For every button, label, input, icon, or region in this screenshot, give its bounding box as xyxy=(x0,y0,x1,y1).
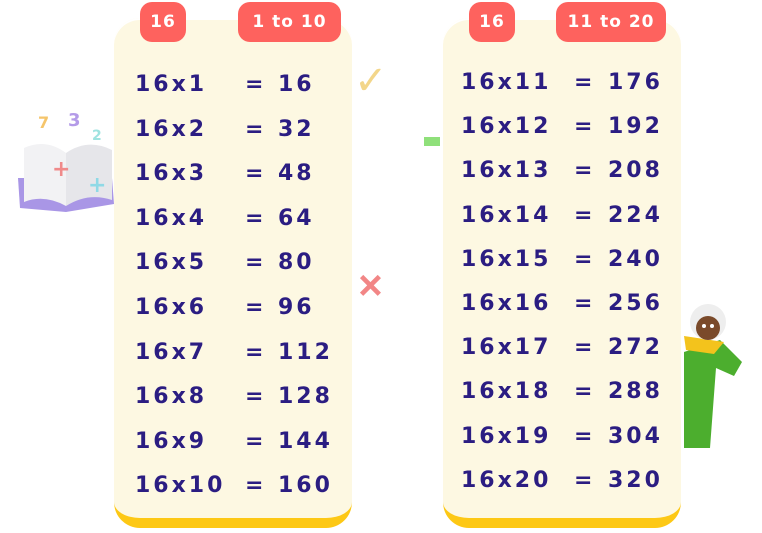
number-badge: 16 xyxy=(469,2,515,42)
svg-text:3: 3 xyxy=(68,110,81,131)
multiplication-expression: 16x16 xyxy=(461,291,552,316)
multiplication-expression: 16x12 xyxy=(461,114,552,140)
product-value: 160 xyxy=(278,473,333,499)
equals-sign: = xyxy=(574,70,596,95)
multiplication-expression: 16x19 xyxy=(461,423,552,449)
product-value: 128 xyxy=(278,384,333,410)
multiplication-expression: 16x20 xyxy=(461,467,552,493)
dash-icon xyxy=(424,137,440,146)
equals-sign: = xyxy=(245,428,267,454)
equals-sign: = xyxy=(574,335,596,361)
multiplication-expression: 16x3 xyxy=(135,161,208,187)
product-value: 64 xyxy=(278,205,315,231)
equals-sign: = xyxy=(574,379,596,405)
multiplication-expression: 16x7 xyxy=(135,339,208,365)
equals-sign: = xyxy=(574,467,596,493)
range-badge: 11 to 20 xyxy=(556,2,666,42)
equals-sign: = xyxy=(245,384,267,410)
product-value: 320 xyxy=(608,467,663,493)
product-value: 112 xyxy=(278,339,333,365)
range-badge: 1 to 10 xyxy=(238,2,341,42)
product-value: 80 xyxy=(278,250,315,276)
equals-sign: = xyxy=(245,116,267,142)
table-card-11-to-20 xyxy=(443,18,681,528)
multiplication-expression: 16x5 xyxy=(135,250,208,276)
product-value: 272 xyxy=(608,335,663,361)
equals-sign: = xyxy=(574,158,596,184)
multiplication-expression: 16x8 xyxy=(135,384,208,410)
svg-text:+: + xyxy=(52,157,70,182)
multiplication-expression: 16x13 xyxy=(461,158,552,184)
product-value: 176 xyxy=(608,70,663,95)
svg-text:2: 2 xyxy=(92,128,102,144)
svg-text:+: + xyxy=(88,173,106,198)
svg-text:7: 7 xyxy=(38,113,49,132)
multiplication-expression: 16x9 xyxy=(135,428,208,454)
product-value: 288 xyxy=(608,379,663,405)
table-card-1-to-10 xyxy=(114,18,352,528)
equals-sign: = xyxy=(574,246,596,272)
multiplication-expression: 16x17 xyxy=(461,335,552,361)
multiplication-expression: 16x18 xyxy=(461,379,552,405)
multiplication-expression: 16x10 xyxy=(135,473,226,499)
product-value: 240 xyxy=(608,246,663,272)
equals-sign: = xyxy=(574,423,596,449)
product-value: 192 xyxy=(608,114,663,140)
equals-sign: = xyxy=(574,114,596,140)
equals-sign: = xyxy=(245,205,267,231)
multiplication-expression: 16x11 xyxy=(461,70,552,95)
multiplication-expression: 16x14 xyxy=(461,202,552,228)
equals-sign: = xyxy=(245,72,267,97)
multiplication-expression: 16x15 xyxy=(461,246,552,272)
equals-sign: = xyxy=(245,295,267,320)
equals-sign: = xyxy=(574,202,596,228)
multiplication-expression: 16x4 xyxy=(135,205,208,231)
equals-sign: = xyxy=(245,473,267,499)
product-value: 304 xyxy=(608,423,663,449)
cartoon-teacher-character xyxy=(680,292,746,452)
number-badge: 16 xyxy=(140,2,186,42)
product-value: 224 xyxy=(608,202,663,228)
multiplication-expression: 16x2 xyxy=(135,116,208,142)
equals-sign: = xyxy=(574,291,596,316)
product-value: 16 xyxy=(278,72,315,97)
product-value: 96 xyxy=(278,295,315,320)
equals-sign: = xyxy=(245,161,267,187)
equals-sign: = xyxy=(245,339,267,365)
multiplication-expression: 16x1 xyxy=(135,72,208,97)
product-value: 256 xyxy=(608,291,663,316)
math-book-icon: 7 3 2 + + xyxy=(16,108,116,216)
product-value: 144 xyxy=(278,428,333,454)
product-value: 32 xyxy=(278,116,315,142)
equals-sign: = xyxy=(245,250,267,276)
check-mark-icon: ✓ xyxy=(354,58,388,104)
multiplication-expression: 16x6 xyxy=(135,295,208,320)
product-value: 48 xyxy=(278,161,315,187)
product-value: 208 xyxy=(608,158,663,184)
